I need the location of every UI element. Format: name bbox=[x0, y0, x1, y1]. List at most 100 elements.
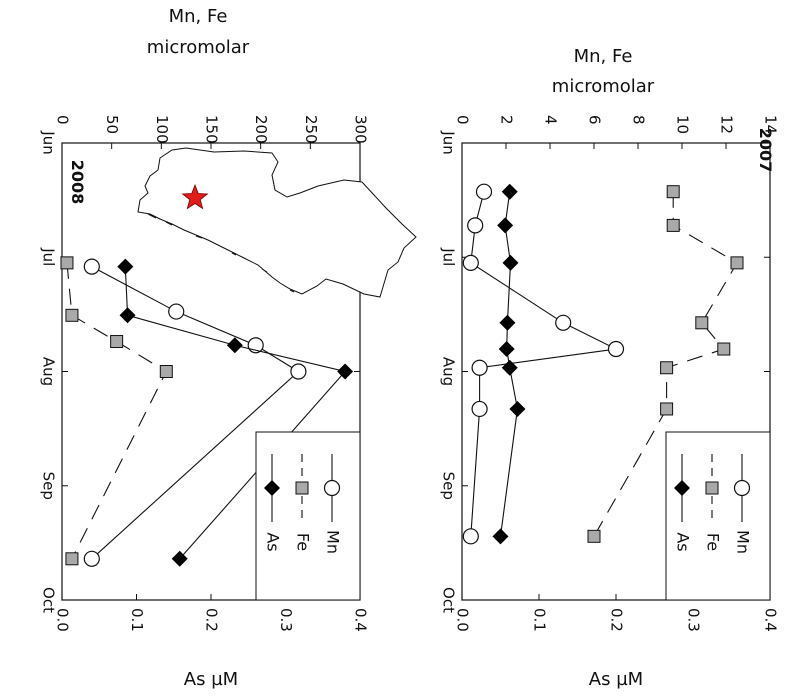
point-mn bbox=[290, 363, 307, 380]
top-axis-subtitle: micromolar bbox=[147, 37, 250, 58]
legend-marker-as bbox=[264, 480, 280, 496]
year-label: 2007 bbox=[756, 128, 775, 173]
bottom-tick-label: 0.4 bbox=[352, 608, 370, 632]
bottom-tick-label: 0.2 bbox=[203, 608, 221, 632]
bottom-tick-label: 0.1 bbox=[531, 608, 549, 632]
legend-marker-fe bbox=[705, 481, 719, 495]
point-mn bbox=[168, 303, 185, 320]
legend-label-mn: Mn bbox=[734, 530, 753, 554]
series-line-fe bbox=[593, 191, 738, 537]
point-mn bbox=[475, 183, 493, 200]
top-axis-title: Mn, Fe bbox=[574, 46, 633, 67]
bottom-tick-label: 0.3 bbox=[277, 608, 295, 632]
date-tick-label: Aug bbox=[40, 357, 58, 386]
point-as bbox=[117, 258, 134, 275]
top-tick-label: 0 bbox=[454, 115, 472, 125]
point-fe bbox=[587, 529, 601, 543]
top-tick-label: 8 bbox=[630, 115, 648, 125]
point-mn bbox=[83, 258, 100, 275]
top-axis-title: Mn, Fe bbox=[169, 6, 228, 27]
point-as bbox=[498, 341, 515, 358]
point-fe bbox=[60, 256, 74, 270]
top-tick-label: 0 bbox=[54, 115, 72, 125]
point-mn bbox=[471, 359, 488, 376]
date-tick-label: Jul bbox=[40, 247, 58, 266]
legend-label-as: As bbox=[674, 532, 693, 551]
date-tick-label: Sep bbox=[40, 472, 58, 500]
bottom-tick-label: 0.0 bbox=[54, 608, 72, 632]
point-fe bbox=[660, 402, 674, 416]
point-fe bbox=[666, 185, 680, 199]
inset-map bbox=[137, 147, 417, 298]
date-tick-label: Jun bbox=[440, 130, 458, 154]
top-tick-label: 6 bbox=[586, 115, 604, 125]
series-line-fe bbox=[66, 262, 168, 560]
chart-panel-2008: 0 50 100 150 200 250 300 0.0 0.1 0.2 0.3 0.4 Jun Jul A… bbox=[40, 6, 370, 690]
top-tick-label: 300 bbox=[352, 115, 370, 144]
point-fe bbox=[666, 218, 680, 232]
date-tick-label: Jul bbox=[440, 247, 458, 266]
top-tick-label: 150 bbox=[203, 115, 221, 144]
point-mn bbox=[83, 550, 100, 567]
year-label: 2008 bbox=[68, 160, 87, 205]
legend-marker-mn bbox=[323, 479, 341, 497]
bottom-axis-title: As µM bbox=[184, 669, 238, 690]
date-tick-label: Sep bbox=[440, 472, 458, 500]
top-tick-label: 250 bbox=[302, 115, 320, 144]
point-mn bbox=[607, 340, 625, 358]
top-tick-label: 100 bbox=[153, 115, 171, 144]
bottom-tick-label: 0.3 bbox=[685, 608, 703, 632]
point-fe bbox=[159, 365, 173, 378]
bottom-tick-label: 0.1 bbox=[128, 608, 146, 632]
point-as bbox=[499, 314, 516, 331]
legend-marker-as bbox=[674, 480, 690, 496]
legend-marker-fe bbox=[295, 481, 309, 495]
legend: Mn Fe As bbox=[255, 431, 361, 601]
top-tick-label: 10 bbox=[674, 115, 692, 134]
point-as bbox=[492, 528, 509, 545]
legend: Mn Fe As bbox=[665, 431, 771, 601]
location-star-icon bbox=[181, 183, 209, 210]
point-as bbox=[497, 217, 514, 234]
point-as bbox=[171, 550, 188, 567]
legend-box bbox=[255, 431, 361, 601]
point-as bbox=[501, 359, 518, 376]
legend-box bbox=[665, 431, 771, 601]
point-fe bbox=[65, 308, 79, 322]
point-mn bbox=[462, 528, 479, 545]
legend-label-fe: Fe bbox=[294, 533, 313, 551]
map-outline bbox=[137, 147, 417, 298]
point-fe bbox=[695, 316, 709, 330]
point-mn bbox=[471, 400, 488, 418]
point-fe bbox=[110, 335, 124, 349]
point-fe bbox=[660, 361, 674, 375]
point-as bbox=[226, 337, 243, 354]
top-tick-label: 14 bbox=[762, 115, 780, 134]
point-mn bbox=[462, 254, 479, 271]
date-tick-label: Oct bbox=[40, 587, 58, 613]
point-mn bbox=[555, 314, 572, 331]
chart-panel-2007: 0 2 4 6 8 10 12 14 0.0 0.1 0.2 0.3 0.4 Jun Jul Aug Sep Oc… bbox=[440, 46, 780, 690]
top-tick-label: 200 bbox=[252, 115, 270, 144]
top-tick-label: 4 bbox=[542, 115, 560, 125]
date-tick-label: Aug bbox=[440, 357, 458, 386]
point-as bbox=[501, 183, 518, 200]
top-tick-label: 2 bbox=[498, 115, 516, 125]
date-tick-label: Jun bbox=[40, 130, 58, 154]
bottom-tick-label: 0.2 bbox=[608, 608, 626, 632]
top-tick-label: 12 bbox=[718, 115, 736, 134]
bottom-tick-label: 0.0 bbox=[454, 608, 472, 632]
point-fe bbox=[65, 552, 79, 566]
legend-label-fe: Fe bbox=[704, 533, 723, 551]
top-tick-label: 50 bbox=[103, 115, 121, 134]
point-as bbox=[509, 400, 526, 417]
point-fe bbox=[730, 256, 744, 270]
date-tick-label: Oct bbox=[440, 587, 458, 613]
point-as bbox=[502, 254, 519, 271]
bottom-axis-title: As µM bbox=[589, 669, 643, 690]
point-as bbox=[337, 363, 354, 380]
series-line-mn bbox=[470, 191, 618, 537]
point-as bbox=[119, 307, 136, 324]
point-fe bbox=[717, 342, 731, 356]
